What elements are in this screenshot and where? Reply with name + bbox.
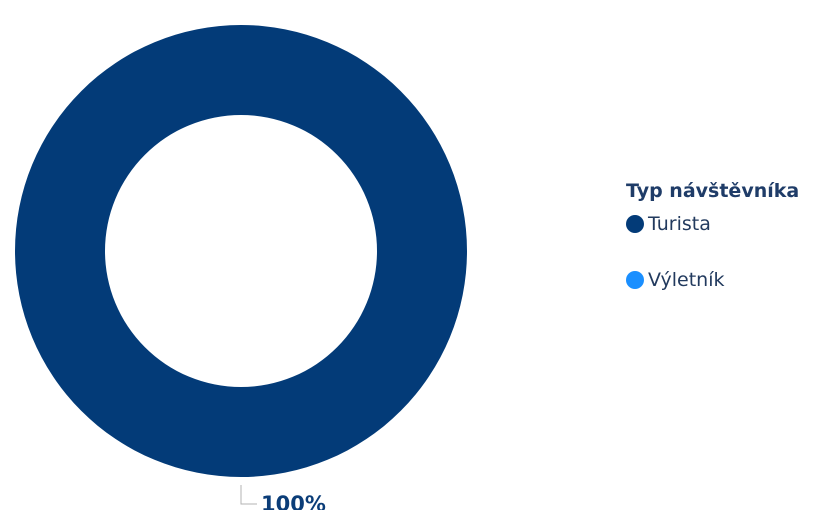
legend-item-turista[interactable]: Turista (626, 211, 832, 237)
data-labels: 100% (261, 492, 326, 510)
donut-slices (15, 25, 467, 477)
legend-marker-vyletnik (626, 271, 644, 289)
legend: Typ návštěvníka Turista Výletník (626, 180, 832, 293)
legend-item-vyletnik[interactable]: Výletník (626, 267, 832, 293)
data-label-leaders (240, 485, 257, 505)
donut-slice-turista[interactable] (15, 25, 467, 477)
legend-label-turista: Turista (648, 213, 711, 235)
data-label-turista: 100% (261, 492, 326, 510)
legend-marker-turista (626, 215, 644, 233)
donut-chart: 100% (15, 25, 467, 510)
legend-title: Typ návštěvníka (626, 180, 800, 202)
data-label-leader-turista (240, 485, 257, 505)
legend-label-vyletnik: Výletník (648, 269, 725, 291)
